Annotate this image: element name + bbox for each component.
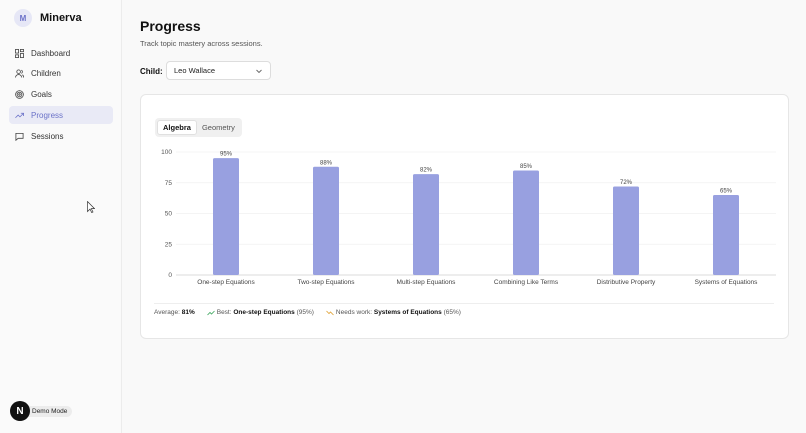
sidebar-item-children[interactable]: Children [9,65,113,83]
progress-card: Algebra Geometry 0 25 50 75 100 95% One-step E… [140,94,789,339]
grid-icon [15,48,24,58]
child-select[interactable]: Leo Wallace [166,61,271,80]
needs-label: Needs work: [335,309,373,316]
sidebar-item-label: Sessions [31,131,64,141]
users-icon [15,69,24,78]
trending-up-icon [206,310,215,315]
y-tick-label: 0 [168,272,172,279]
summary-row: Average: 81% Best: One-step Equations (9… [154,309,473,316]
average-label: Average: [154,309,180,316]
sidebar-item-label: Goals [31,90,52,100]
y-tick-label: 75 [165,180,173,187]
child-filter-label: Child: [140,67,163,76]
mouse-cursor-icon [87,201,95,213]
needs-topic: Systems of Equations [373,309,442,316]
demo-badge-icon: N [10,401,30,421]
mastery-bar-chart: 0 25 50 75 100 95% One-step Equations 88% Two-st… [161,149,776,286]
summary-average: Average: 81% [154,309,195,316]
tab-geometry[interactable]: Geometry [201,123,235,132]
bar [613,186,639,275]
bar [713,195,739,275]
sidebar-item-label: Progress [31,110,64,120]
demo-mode-indicator[interactable]: N Demo Mode [10,401,73,421]
bar-value-label: 72% [620,180,633,186]
brand-logo: M [14,9,32,27]
sidebar-item-goals[interactable]: Goals [9,86,113,104]
summary-needs-work: Needs work: Systems of Equations (65%) [326,309,461,316]
chevron-down-icon [256,69,262,74]
bar-value-label: 95% [220,152,233,158]
sidebar: M Minerva Dashboard Children Goals Progr… [0,0,122,433]
bar [213,158,239,275]
sidebar-nav: Dashboard Children Goals Progress Sessio… [9,44,113,148]
divider [154,303,774,304]
x-tick-label: Two-step Equations [297,279,355,286]
sidebar-item-label: Dashboard [31,48,71,58]
demo-mode-label: Demo Mode [22,405,73,417]
page-subtitle: Track topic mastery across sessions. [140,39,263,48]
summary-best: Best: One-step Equations (95%) [206,309,314,316]
brand-name: Minerva [40,12,82,24]
y-tick-label: 100 [161,149,172,156]
y-tick-label: 25 [165,241,173,248]
bar [413,174,439,275]
target-icon [15,90,24,99]
sidebar-item-label: Children [31,69,61,79]
bar-value-label: 65% [720,189,733,195]
sidebar-item-dashboard[interactable]: Dashboard [9,44,113,62]
x-tick-label: Distributive Property [597,279,656,286]
trending-down-icon [326,310,334,315]
page-title: Progress [140,18,201,34]
x-tick-label: Systems of Equations [695,279,759,286]
needs-value: (65%) [443,309,461,316]
child-select-value: Leo Wallace [174,66,215,75]
x-tick-label: Combining Like Terms [494,279,559,286]
best-value: (95%) [296,309,314,316]
x-tick-label: One-step Equations [197,279,255,286]
bar [513,170,539,275]
bar-value-label: 88% [320,160,333,166]
bar-value-label: 82% [420,168,433,174]
sidebar-item-progress[interactable]: Progress [9,106,113,125]
message-icon [15,132,24,141]
subject-tabs: Algebra Geometry [155,118,242,137]
trending-up-icon [15,112,24,118]
main-content: Progress Track topic mastery across sess… [122,0,806,433]
bar-value-label: 85% [520,164,533,170]
best-label: Best: [216,309,232,316]
average-value: 81% [181,309,195,316]
tab-algebra[interactable]: Algebra [157,120,197,135]
brand[interactable]: M Minerva [14,9,82,27]
y-tick-label: 50 [165,211,173,218]
sidebar-item-sessions[interactable]: Sessions [9,127,113,145]
bar [313,166,339,275]
best-topic: One-step Equations [233,309,295,316]
x-tick-label: Multi-step Equations [397,279,457,286]
